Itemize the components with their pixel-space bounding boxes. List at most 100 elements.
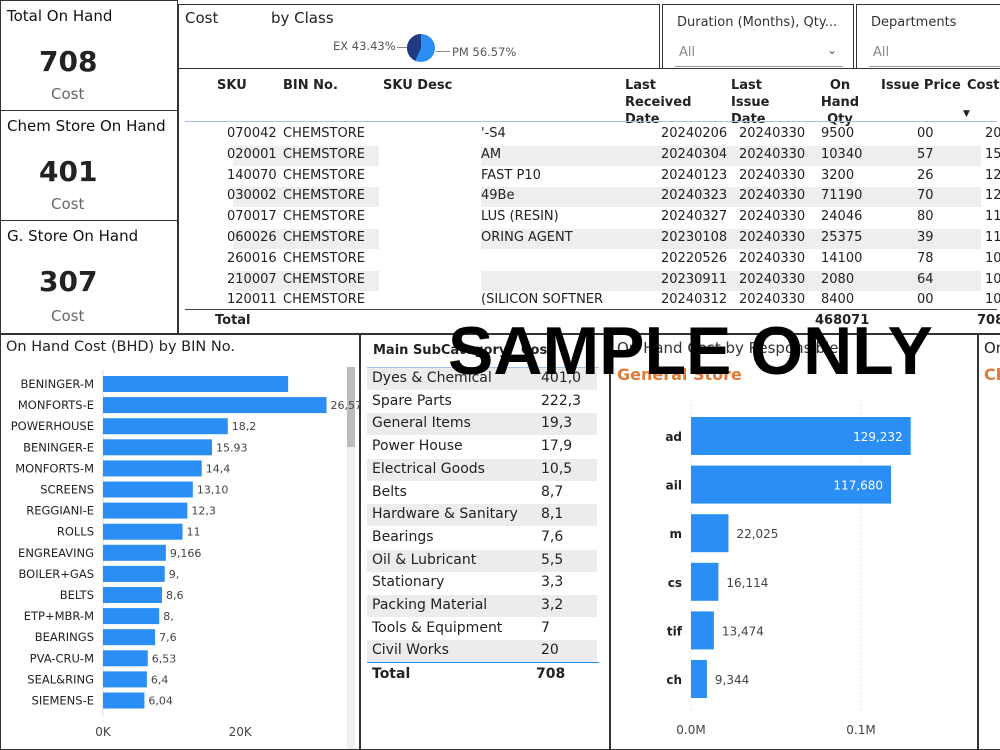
card-value: 401 — [39, 155, 98, 188]
pie-chart[interactable] — [406, 33, 436, 63]
subcat-name: Hardware & Sanitary — [372, 506, 518, 523]
subcat-name: Tools & Equipment — [372, 619, 503, 636]
dropdown-value: All — [679, 45, 696, 60]
subcat-value: 20 — [541, 642, 559, 659]
subcat-row[interactable]: Civil Works 20 — [367, 640, 597, 663]
row-shade — [481, 187, 981, 208]
cell-cost: 10, — [985, 250, 1000, 266]
cell-received: 20240304 — [661, 146, 728, 162]
scrollbar[interactable] — [347, 367, 355, 749]
col-header-issue-price[interactable]: Issue Price — [881, 78, 961, 93]
subcat-row[interactable]: Electrical Goods 10,5 — [367, 458, 597, 481]
subcategory-table: Main SubCategory Cost — [360, 334, 610, 750]
scrollbar-thumb[interactable] — [347, 367, 355, 447]
cell-issue: 20240330 — [739, 250, 806, 266]
col-header-last-received[interactable]: Last Received Date — [625, 78, 692, 127]
subcat-row[interactable]: Oil & Lubricant 5,5 — [367, 549, 597, 572]
subcat-row[interactable]: Hardware & Sanitary 8,1 — [367, 504, 597, 527]
col-header-cost[interactable]: Cost — [967, 78, 1000, 93]
cell-bin: CHEMSTORE — [283, 209, 365, 225]
duration-dropdown[interactable]: All ⌄ — [675, 41, 843, 67]
row-shade — [233, 270, 379, 291]
sort-desc-icon[interactable]: ▼ — [963, 109, 970, 119]
subcat-row[interactable]: General Items 19,3 — [367, 413, 597, 436]
cell-bin: CHEMSTORE — [283, 126, 365, 141]
subcat-value: 10,5 — [541, 460, 573, 477]
cell-issue: 20240330 — [739, 167, 806, 183]
row-shade — [233, 187, 379, 208]
subcat-value: 3,2 — [541, 597, 564, 613]
cell-price: 00 — [917, 126, 934, 141]
subcat-row[interactable]: Spare Parts 222,3 — [367, 391, 597, 413]
subcat-header-cost[interactable]: Cost — [521, 343, 554, 358]
cell-received: 20240206 — [661, 126, 728, 141]
subcat-row[interactable]: Bearings 7,6 — [367, 527, 597, 549]
total-divider — [185, 309, 997, 310]
subcat-row[interactable]: Power House 17,9 — [367, 436, 597, 458]
card-sub: Cost — [51, 85, 85, 103]
cell-cost: 11, — [985, 230, 1000, 245]
subcat-row[interactable]: Belts 8,7 — [367, 482, 597, 504]
cell-bin: CHEMSTORE — [283, 292, 365, 308]
cell-cost: 15, — [985, 146, 1000, 162]
subcat-row[interactable]: Packing Material 3,2 — [367, 595, 597, 617]
subcat-value: 8,7 — [541, 483, 564, 500]
subcat-total-label: Total — [372, 666, 411, 682]
subcat-header-name[interactable]: Main SubCategory — [373, 343, 508, 358]
pie-ex-label: EX 43.43% — [333, 39, 396, 53]
cell-sku: 020001 — [227, 146, 277, 162]
pie-slice-ex[interactable] — [407, 34, 421, 61]
col-header-sku[interactable]: SKU — [217, 78, 247, 93]
subcat-total-value: 708 — [536, 666, 566, 682]
subcat-name: Dyes & Chemical — [372, 370, 492, 386]
header-divider — [185, 121, 997, 122]
subcat-value: 3,3 — [541, 574, 564, 591]
cell-issue: 20240330 — [739, 146, 806, 162]
cell-received: 20240327 — [661, 209, 728, 225]
cell-price: 39 — [917, 230, 934, 245]
cell-desc: FAST P10 — [481, 167, 541, 183]
cell-price: 57 — [917, 146, 934, 162]
card-value: 708 — [39, 45, 98, 78]
cell-bin: CHEMSTORE — [283, 271, 365, 287]
card-sub: Cost — [51, 307, 85, 325]
subcat-row[interactable]: Stationary 3,3 — [367, 572, 597, 594]
card-title: Chem Store On Hand — [7, 117, 166, 135]
col-header-desc[interactable]: SKU Desc — [383, 78, 453, 93]
total-label: Total — [215, 313, 251, 328]
cell-sku: 070042 — [227, 126, 277, 141]
row-shade — [233, 229, 379, 249]
col-header-on-hand[interactable]: On Hand Qty — [820, 78, 860, 127]
cell-desc: LUS (RESIN) — [481, 209, 559, 225]
subcat-total-divider — [367, 662, 599, 663]
subcat-row[interactable]: Tools & Equipment 7 — [367, 618, 597, 640]
col-header-last-issue[interactable]: Last Issue Date — [731, 78, 770, 127]
cell-issue: 20240330 — [739, 188, 806, 204]
cell-qty: 24046 — [821, 209, 863, 225]
cell-received: 20220526 — [661, 250, 728, 266]
card-sub: Cost — [51, 195, 85, 213]
cell-sku: 120011 — [227, 292, 277, 308]
cell-qty: 9500 — [821, 126, 855, 141]
duration-slicer[interactable]: Duration (Months), Qty... All ⌄ — [662, 4, 854, 70]
bin-chart-title: On Hand Cost (BHD) by BIN No. — [6, 339, 235, 355]
cell-received: 20240323 — [661, 188, 728, 204]
bin-cost-chart: On Hand Cost (BHD) by BIN No. — [0, 334, 360, 750]
cell-bin: CHEMSTORE — [283, 230, 365, 245]
cell-received: 20230911 — [661, 271, 728, 287]
chevron-down-icon[interactable]: ⌄ — [826, 43, 837, 57]
cell-cost: 12, — [985, 188, 1000, 204]
pie-leader-pm — [436, 51, 450, 52]
col-header-bin[interactable]: BIN No. — [283, 78, 338, 93]
subcat-row[interactable]: Dyes & Chemical 401,0 — [367, 368, 597, 390]
subcat-name: Bearings — [372, 528, 434, 545]
cell-sku: 030002 — [227, 188, 277, 204]
card-title: G. Store On Hand — [7, 227, 139, 245]
departments-slicer[interactable]: Departments All — [856, 4, 1000, 70]
subcat-value: 8,1 — [541, 506, 564, 523]
cell-desc: AM — [481, 146, 502, 162]
sku-table: SKU BIN No. SKU Desc Last Received Date … — [178, 68, 1000, 334]
cell-desc: '-S4 — [481, 126, 506, 141]
departments-dropdown[interactable]: All — [869, 41, 1000, 67]
subcat-name: Stationary — [372, 574, 445, 591]
